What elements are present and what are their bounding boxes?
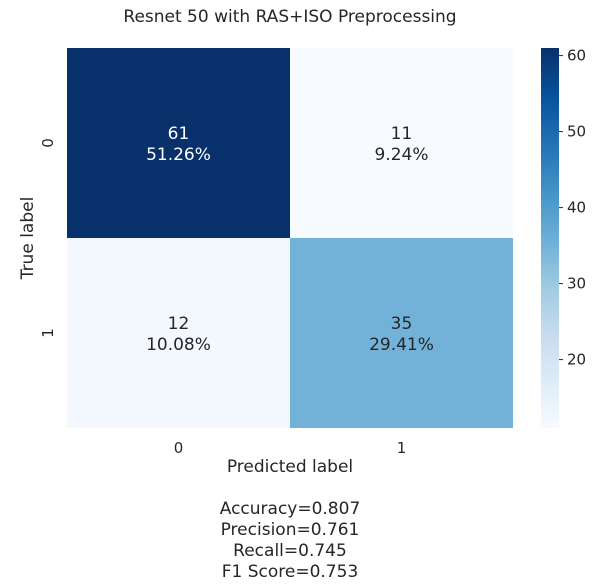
cell-percent-0-0: 51.26% [146, 145, 211, 165]
metrics-block: Accuracy=0.807 Precision=0.761 Recall=0.… [67, 499, 513, 583]
x-tick-label-1: 1 [397, 439, 407, 457]
colorbar [541, 48, 559, 428]
y-tick-labels: 01 [39, 138, 57, 338]
metric-precision: Precision=0.761 [220, 520, 360, 540]
cell-count-0-0: 61 [168, 124, 190, 144]
x-axis-label: Predicted label [227, 457, 353, 477]
heatmap-cell-0-1 [290, 48, 513, 238]
cell-count-1-0: 12 [168, 314, 190, 334]
heatmap-cell-0-0 [67, 48, 290, 238]
metric-accuracy: Accuracy=0.807 [219, 499, 361, 519]
y-tick-label-0: 0 [39, 138, 57, 148]
cell-count-1-1: 35 [391, 314, 413, 334]
colorbar-tick-label-40: 40 [567, 199, 586, 217]
cell-percent-1-0: 10.08% [146, 335, 211, 355]
y-tick-label-1: 1 [39, 328, 57, 338]
heatmap-cell-1-1 [290, 238, 513, 428]
cell-percent-1-1: 29.41% [369, 335, 434, 355]
heatmap-cell-1-0 [67, 238, 290, 428]
metric-recall: Recall=0.745 [233, 541, 347, 561]
cell-percent-0-1: 9.24% [374, 145, 428, 165]
colorbar-tick-label-20: 20 [567, 351, 586, 369]
x-tick-label-0: 0 [174, 439, 184, 457]
y-axis-label: True label [18, 197, 38, 281]
metric-f1-score: F1 Score=0.753 [221, 562, 359, 582]
heatmap-cells [67, 48, 513, 428]
chart-title: Resnet 50 with RAS+ISO Preprocessing [123, 7, 456, 27]
cell-count-0-1: 11 [391, 124, 413, 144]
colorbar-tick-label-50: 50 [567, 123, 586, 141]
colorbar-ticks: 20 30 40 50 60 [559, 47, 586, 369]
colorbar-tick-label-30: 30 [567, 275, 586, 293]
colorbar-tick-label-60: 60 [567, 47, 586, 65]
